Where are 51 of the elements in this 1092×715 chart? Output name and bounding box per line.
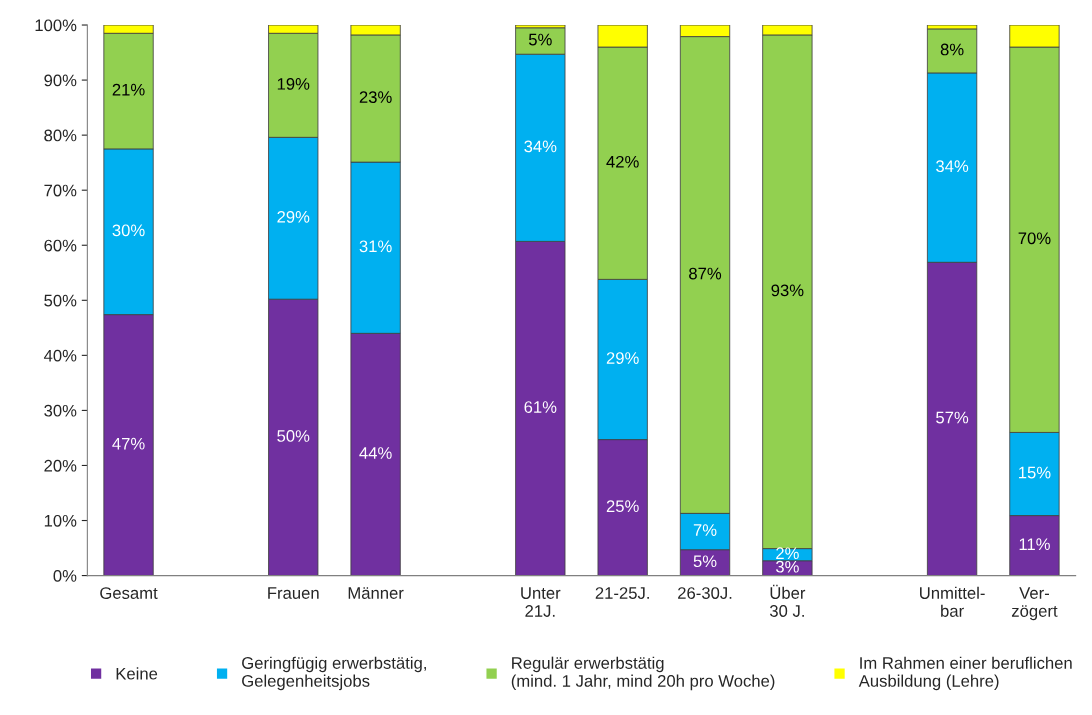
x-tick-label: Männer bbox=[348, 587, 404, 599]
data-label: 93% bbox=[771, 284, 804, 297]
data-label: 2% bbox=[776, 547, 799, 560]
legend-label: Regulär erwerbstätig (mind. 1 Jahr, mind 20h pro Woche) bbox=[511, 656, 775, 691]
x-tick-label: Gesamt bbox=[100, 587, 158, 599]
data-label: 47% bbox=[112, 437, 145, 450]
legend-label: Geringfügig erwerbstätig, Gelegenheitsjobs bbox=[242, 656, 426, 691]
data-label: 15% bbox=[1019, 466, 1051, 479]
data-label: 87% bbox=[689, 267, 722, 280]
y-tick-label: 50% bbox=[44, 294, 77, 307]
y-tick-label: 30% bbox=[44, 404, 77, 417]
y-tick-label: 100% bbox=[35, 19, 77, 32]
data-label: 57% bbox=[936, 411, 969, 424]
y-tick-label: 0% bbox=[53, 569, 77, 582]
data-label: 5% bbox=[693, 555, 717, 568]
y-tick-label: 90% bbox=[44, 74, 77, 87]
data-label: 21% bbox=[112, 83, 145, 96]
x-tick-label: Unter 21J. bbox=[521, 587, 561, 617]
x-tick-label: Über 30 J. bbox=[769, 584, 806, 617]
data-label: 23% bbox=[359, 91, 392, 103]
x-tick-label: 21-25J. bbox=[595, 587, 649, 599]
data-label: 70% bbox=[1018, 232, 1051, 245]
data-label: 8% bbox=[940, 43, 964, 56]
data-label: 42% bbox=[606, 155, 639, 168]
y-tick-label: 60% bbox=[44, 239, 77, 252]
y-tick-label: 40% bbox=[43, 349, 77, 362]
data-label: 34% bbox=[524, 140, 557, 153]
data-label: 29% bbox=[606, 352, 639, 364]
legend-label: Keine bbox=[116, 667, 158, 680]
x-tick-label: Unmittel- bar bbox=[920, 586, 985, 617]
data-label: 34% bbox=[936, 160, 969, 173]
x-tick-label: Ver- zögert bbox=[1011, 587, 1058, 621]
x-tick-label: Frauen bbox=[268, 587, 319, 599]
legend-label: Im Rahmen einer beruflichen Ausbildung (Lehre) bbox=[858, 656, 1072, 691]
y-tick-label: 70% bbox=[44, 184, 77, 197]
data-label: 61% bbox=[524, 401, 557, 413]
data-label: 3% bbox=[775, 560, 799, 573]
y-tick-label: 20% bbox=[44, 459, 77, 472]
data-label: 29% bbox=[277, 210, 310, 223]
y-tick-label: 10% bbox=[44, 514, 77, 527]
x-tick-label: 26-30J. bbox=[678, 587, 732, 599]
data-label: 30% bbox=[112, 224, 145, 237]
data-label: 25% bbox=[606, 500, 639, 513]
data-label: 19% bbox=[277, 77, 310, 90]
data-label: 50% bbox=[277, 430, 310, 442]
data-label: 11% bbox=[1019, 538, 1050, 550]
y-tick-label: 80% bbox=[44, 129, 77, 142]
data-label: 7% bbox=[693, 524, 717, 536]
data-label: 31% bbox=[359, 240, 392, 253]
data-label: 5% bbox=[528, 33, 552, 46]
data-label: 44% bbox=[359, 447, 392, 459]
